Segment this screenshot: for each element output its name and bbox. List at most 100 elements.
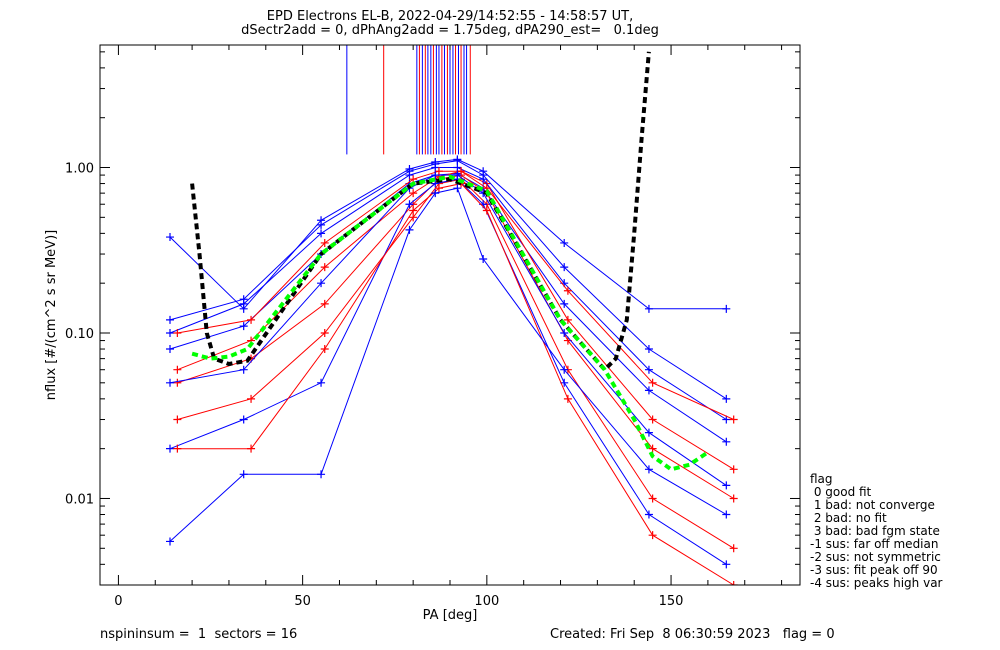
y-axis-label: nflux [#/(cm^2 s sr MeV)] — [44, 230, 59, 400]
data-point — [317, 378, 326, 387]
data-point — [453, 184, 462, 193]
data-point — [173, 365, 182, 374]
data-point — [644, 428, 653, 437]
data-point — [644, 510, 653, 519]
legend-item: -3 sus: fit peak off 90 — [810, 563, 938, 577]
y-tick-label: 1.00 — [65, 162, 94, 177]
data-point — [729, 494, 738, 503]
data-point — [479, 254, 488, 263]
data-point — [729, 415, 738, 424]
chart-title: EPD Electrons EL-B, 2022-04-29/14:52:55 … — [266, 9, 634, 24]
data-point — [648, 444, 657, 453]
data-point — [239, 470, 248, 479]
data-point — [434, 184, 443, 193]
legend-item: 2 bad: no fit — [810, 511, 887, 525]
data-point — [405, 200, 414, 209]
data-point — [405, 225, 414, 234]
series-line — [169, 167, 727, 420]
x-tick-label: 150 — [659, 594, 684, 609]
data-point — [173, 444, 182, 453]
data-point — [722, 510, 731, 519]
data-point — [405, 164, 414, 173]
data-point — [320, 238, 329, 247]
x-tick-label: 100 — [474, 594, 499, 609]
legend-item: 3 bad: bad fgm state — [810, 524, 940, 538]
data-point — [166, 378, 174, 387]
data-point — [453, 171, 462, 180]
data-point — [563, 286, 572, 295]
data-point — [563, 394, 572, 403]
data-point — [722, 394, 731, 403]
x-axis-label: PA [deg] — [423, 608, 478, 623]
data-point — [317, 216, 326, 225]
data-point — [317, 229, 326, 238]
data-point — [482, 206, 491, 215]
data-point — [320, 299, 329, 308]
data-point — [431, 171, 440, 180]
chart-subtitle: dSectr2add = 0, dPhAng2add = 1.75deg, dP… — [241, 23, 659, 38]
series-line — [177, 183, 734, 585]
data-point — [453, 155, 462, 164]
data-point — [166, 233, 174, 242]
data-point — [239, 415, 248, 424]
data-point — [166, 444, 174, 453]
footer-created: Created: Fri Sep 8 06:30:59 2023 flag = … — [550, 627, 835, 642]
data-point — [457, 167, 466, 176]
fit-curve-black — [190, 51, 651, 373]
x-tick-label: 0 — [114, 594, 122, 609]
legend-item: -2 sus: not symmetric — [810, 550, 941, 564]
series-line — [169, 160, 727, 400]
data-point — [648, 415, 657, 424]
data-point — [409, 206, 418, 215]
data-point — [648, 378, 657, 387]
data-point — [560, 238, 569, 247]
data-point — [247, 315, 256, 324]
series-line — [177, 174, 734, 499]
data-point — [560, 263, 569, 272]
data-point — [644, 465, 653, 474]
data-point — [431, 189, 440, 198]
data-layer — [166, 45, 738, 585]
data-point — [644, 365, 653, 374]
data-point — [479, 167, 488, 176]
data-point — [453, 163, 462, 172]
data-point — [722, 560, 731, 569]
data-point — [173, 378, 182, 387]
data-point — [644, 304, 653, 313]
series-line — [177, 170, 734, 420]
data-point — [173, 328, 182, 337]
series-line — [177, 178, 734, 549]
data-point — [722, 304, 731, 313]
data-point — [648, 494, 657, 503]
data-point — [434, 167, 443, 176]
data-point — [644, 386, 653, 395]
data-point — [239, 304, 248, 313]
x-tick-label: 50 — [294, 594, 311, 609]
data-point — [560, 365, 569, 374]
data-point — [560, 328, 569, 337]
data-point — [722, 437, 731, 446]
series-line — [177, 170, 734, 470]
data-point — [729, 465, 738, 474]
data-point — [320, 345, 329, 354]
data-point — [166, 328, 174, 337]
data-point — [166, 315, 174, 324]
footer-spin-info: nspininsum = 1 sectors = 16 — [100, 627, 298, 642]
data-point — [560, 299, 569, 308]
data-point — [239, 365, 248, 374]
legend-item: 1 bad: not converge — [810, 498, 935, 512]
data-point — [409, 213, 418, 222]
data-point — [648, 531, 657, 540]
flag-legend: flag 0 good fit 1 bad: not converge 2 ba… — [810, 473, 942, 590]
series-line — [169, 174, 727, 486]
data-point — [166, 537, 174, 546]
legend-item: 0 good fit — [810, 485, 872, 499]
legend-title: flag — [810, 472, 833, 486]
data-point — [563, 315, 572, 324]
data-point — [173, 415, 182, 424]
data-point — [729, 544, 738, 553]
data-point — [247, 444, 256, 453]
series-line — [169, 172, 727, 443]
series-line — [169, 187, 727, 542]
